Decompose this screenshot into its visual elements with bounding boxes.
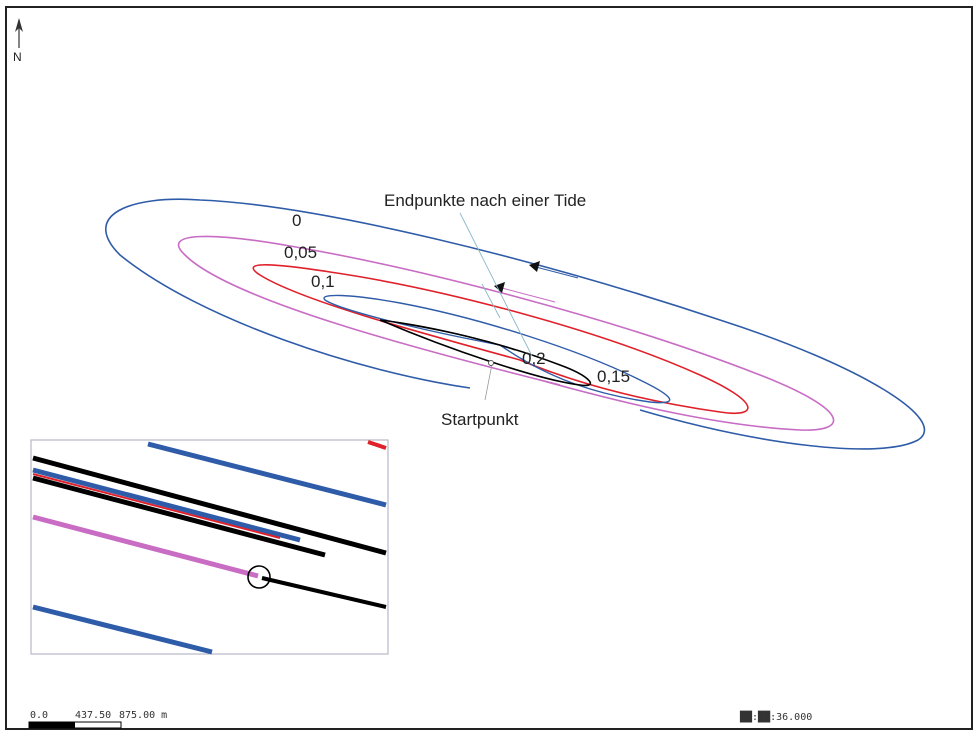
- contour-0-line: [105, 198, 926, 450]
- scale-label-0: 0.0: [30, 710, 48, 721]
- start-point-marker: [488, 360, 494, 366]
- start-annotation: Startpunkt: [441, 410, 519, 429]
- inset-trace-pink: [32, 514, 259, 579]
- contour-label-015: 0,15: [597, 367, 630, 386]
- contour-label-0: 0: [292, 211, 301, 230]
- scale-label-2: 875.00 m: [119, 710, 167, 721]
- contour-005-line: [177, 235, 835, 431]
- inset-map: [30, 439, 389, 655]
- contour-02-inner: [394, 321, 516, 351]
- inset-trace-red: [367, 440, 387, 450]
- north-arrow-icon: [15, 18, 23, 48]
- inset-trace-black: [261, 576, 387, 609]
- start-leader-line: [484, 363, 493, 401]
- scale-bar: [28, 721, 122, 729]
- contour-label-01: 0,1: [311, 272, 335, 291]
- inset-start-circle: [247, 565, 271, 589]
- endpoints-annotation: Endpunkte nach einer Tide: [384, 191, 586, 210]
- scale-label-1: 437.50: [75, 710, 111, 721]
- direction-line-pink: [497, 286, 556, 303]
- direction-arrow-icon: [529, 261, 540, 272]
- inset-trace-red: [32, 473, 281, 539]
- time-readout: ██:██:36.000: [739, 710, 812, 723]
- direction-arrow-icon: [494, 282, 505, 293]
- inset-trace-blue: [32, 604, 213, 655]
- north-label: N: [13, 50, 22, 64]
- inset-trace-black: [32, 475, 326, 558]
- inset-trace-black: [32, 455, 387, 556]
- endpoints-leader-line: [459, 212, 533, 357]
- endpoints-leader-line: [481, 283, 501, 319]
- contour-label-005: 0,05: [284, 243, 317, 262]
- contour-015-line: [323, 294, 671, 404]
- contour-label-02: 0,2: [522, 349, 546, 368]
- inset-trace-blue: [32, 467, 301, 543]
- inset-trace-blue: [147, 441, 387, 508]
- direction-line-blue: [531, 265, 579, 279]
